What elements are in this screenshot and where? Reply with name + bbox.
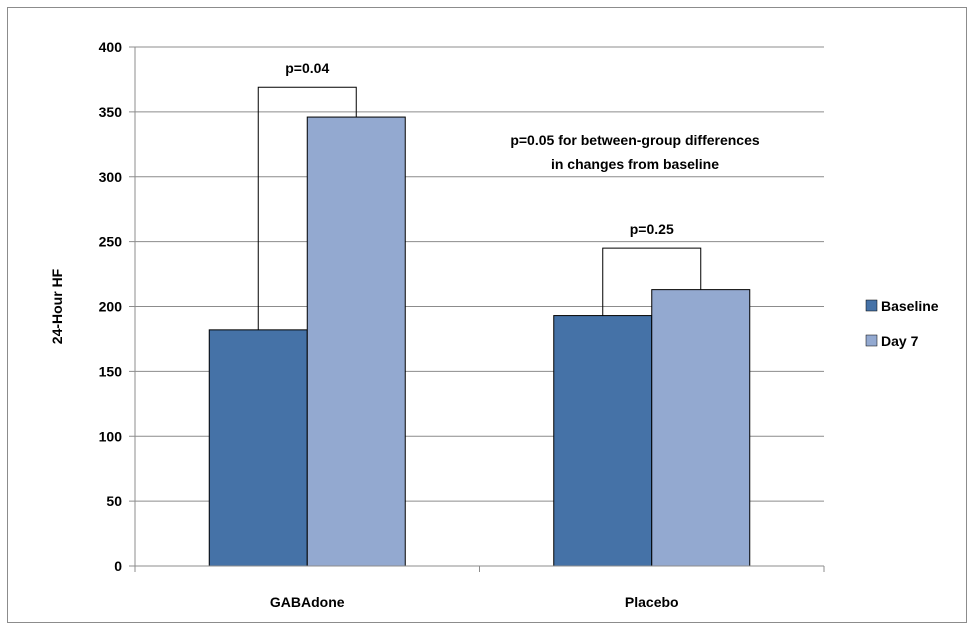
x-tick-label: Placebo: [625, 594, 679, 610]
p-value-label: p=0.04: [285, 60, 329, 76]
bar-day-7-gabadone: [306, 116, 406, 567]
y-tick-label: 300: [99, 169, 123, 185]
y-tick-label: 400: [99, 39, 123, 55]
significance-brackets: [257, 86, 702, 330]
y-tick-label: 250: [99, 234, 123, 250]
annotations: p=0.04 p=0.25 p=0.05 for between-group dif…: [285, 60, 760, 237]
legend: Baseline Day 7: [865, 298, 939, 349]
legend-swatch-day-7: [865, 334, 878, 347]
legend-label: Baseline: [881, 298, 939, 314]
y-tick-label: 100: [99, 428, 123, 444]
significance-bracket-gabadone: [257, 86, 357, 330]
p-value-label: p=0.25: [630, 221, 674, 237]
y-tick-label: 50: [106, 493, 122, 509]
bar-day-7-placebo: [651, 289, 751, 567]
x-tick-labels: GABAdone Placebo: [270, 594, 679, 610]
between-group-note-line: p=0.05 for between-group differences: [510, 132, 760, 148]
between-group-note-line: in changes from baseline: [551, 156, 719, 172]
y-tick-label: 0: [114, 558, 122, 574]
legend-swatch-baseline: [865, 299, 878, 312]
y-tick-label: 350: [99, 104, 123, 120]
bar-baseline-gabadone: [208, 329, 308, 567]
bar-baseline-placebo: [553, 315, 653, 567]
x-tick-label: GABAdone: [270, 594, 345, 610]
y-tick-label: 150: [99, 363, 123, 379]
chart-frame: [7, 7, 967, 623]
y-axis-label: 24-Hour HF: [49, 268, 65, 344]
y-tick-label: 200: [99, 299, 123, 315]
y-tick-labels: 0 50 100 150 200 250 300 350 400: [99, 39, 123, 574]
significance-bracket-placebo: [602, 247, 702, 316]
bars: [208, 116, 751, 567]
legend-label: Day 7: [881, 333, 919, 349]
axes: [129, 46, 825, 572]
